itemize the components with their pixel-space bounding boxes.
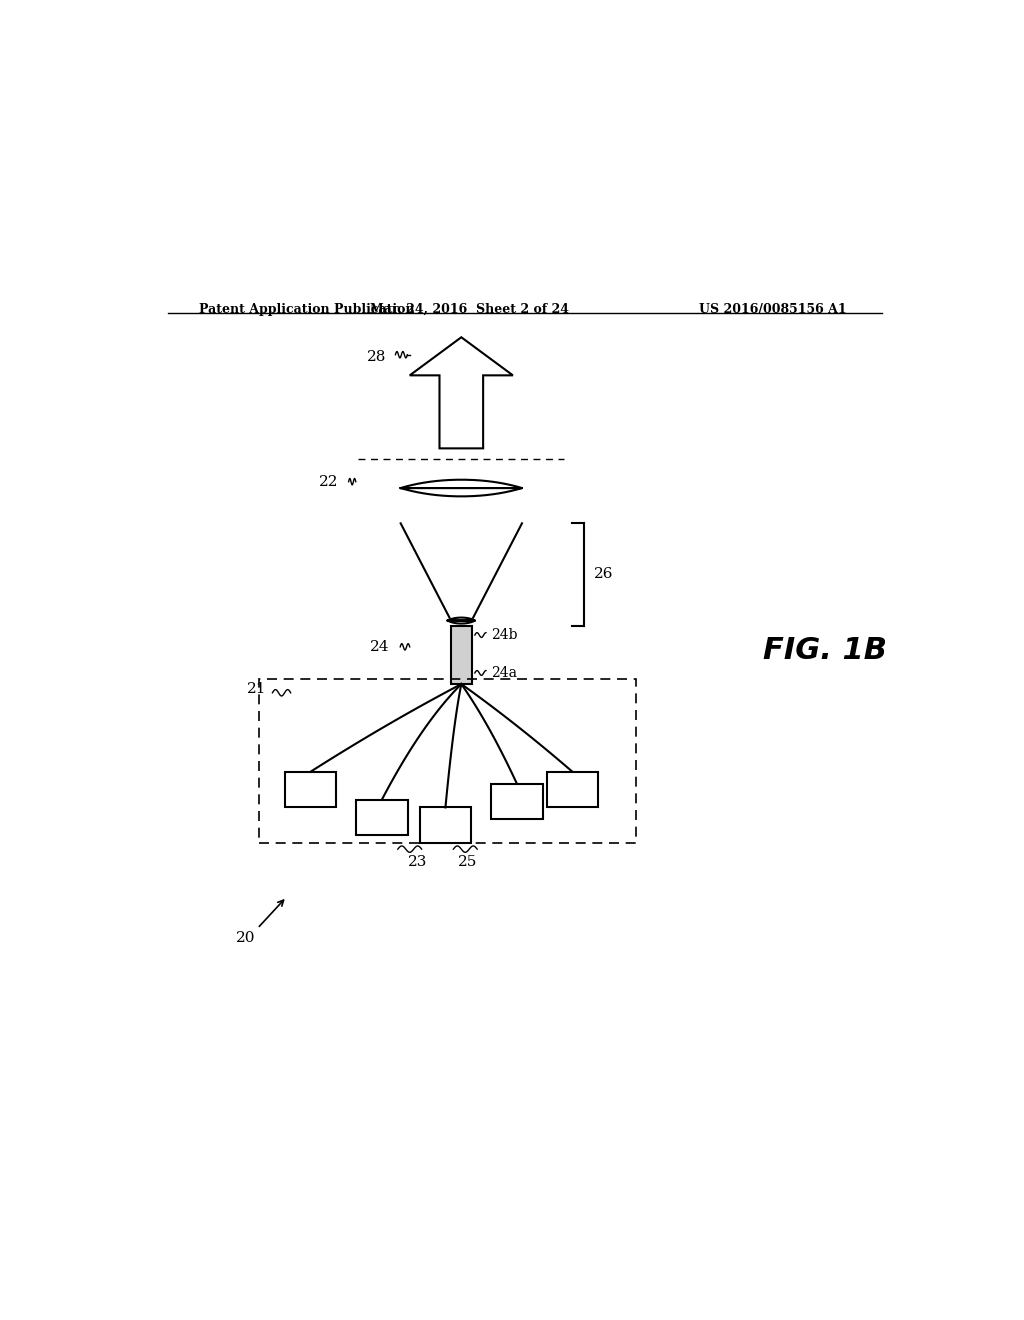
Bar bbox=[547, 772, 598, 808]
Text: Mar. 24, 2016  Sheet 2 of 24: Mar. 24, 2016 Sheet 2 of 24 bbox=[370, 304, 568, 315]
Text: 21: 21 bbox=[248, 682, 267, 696]
Text: 28: 28 bbox=[367, 350, 386, 364]
Text: FIG. 1B: FIG. 1B bbox=[763, 636, 887, 665]
Text: US 2016/0085156 A1: US 2016/0085156 A1 bbox=[699, 304, 847, 315]
Bar bbox=[285, 772, 336, 808]
Bar bbox=[356, 800, 408, 836]
Bar bbox=[420, 808, 471, 843]
Bar bbox=[451, 626, 472, 684]
Text: 26: 26 bbox=[594, 568, 613, 581]
Text: Patent Application Publication: Patent Application Publication bbox=[200, 304, 415, 315]
Polygon shape bbox=[400, 479, 522, 496]
Text: 24a: 24a bbox=[492, 667, 517, 680]
FancyArrow shape bbox=[410, 337, 513, 449]
Bar bbox=[492, 784, 543, 820]
Polygon shape bbox=[447, 618, 475, 623]
Bar bbox=[259, 678, 636, 842]
Text: 22: 22 bbox=[318, 475, 338, 488]
Text: 24: 24 bbox=[371, 640, 390, 653]
Text: 23: 23 bbox=[408, 855, 427, 870]
Text: 25: 25 bbox=[458, 855, 477, 870]
Text: 24b: 24b bbox=[492, 628, 518, 642]
Text: 20: 20 bbox=[236, 931, 255, 945]
